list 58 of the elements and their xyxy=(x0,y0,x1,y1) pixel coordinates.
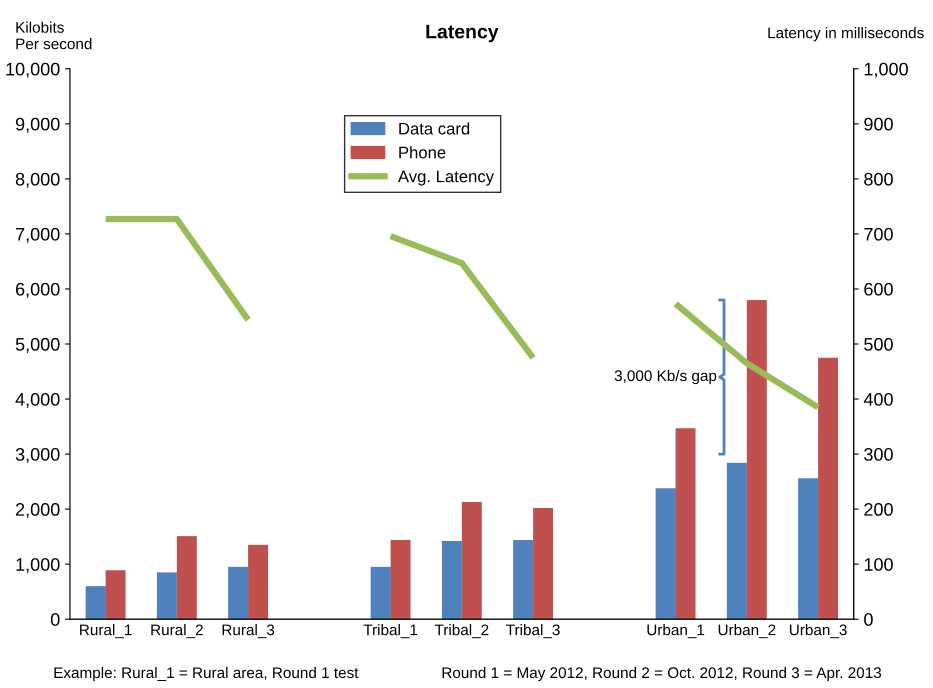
bar xyxy=(248,544,268,620)
y-tick-label: 1,000 xyxy=(16,558,60,574)
y2-tick-label: 900 xyxy=(864,118,893,131)
bar xyxy=(676,428,696,620)
bar xyxy=(513,540,534,620)
bar xyxy=(86,586,106,620)
y-tick-label: 0 xyxy=(50,613,60,626)
y2-axis-title: Latency in milliseconds xyxy=(768,27,924,42)
x-tick-label: Tribal_3 xyxy=(506,624,560,638)
bar xyxy=(442,541,462,620)
bar xyxy=(106,570,126,620)
y2-tick-label: 400 xyxy=(864,392,893,406)
y-tick-label: 4,000 xyxy=(15,392,60,408)
x-tick-label: Urban_2 xyxy=(718,624,776,638)
y2-tick-label: 100 xyxy=(864,558,893,571)
y2-tick-label: 300 xyxy=(864,448,893,461)
y2-tick-label: 200 xyxy=(864,503,893,516)
x-tick-label: Tribal_2 xyxy=(434,624,488,638)
legend-label: Avg. Latency xyxy=(398,170,494,186)
text: Round 1 = May 2012, Round 2 = Oct. 2012, Round 3 = Apr. 2013 xyxy=(442,666,882,682)
bar xyxy=(798,478,818,620)
annotation: 3,000 Kb/s gap xyxy=(614,370,716,384)
bar xyxy=(176,536,197,620)
y2-tick-label: 0 xyxy=(864,613,873,626)
y-tick-label: 10,000 xyxy=(6,62,60,78)
x-tick-label: Urban_3 xyxy=(790,624,847,638)
y2-tick-label: 700 xyxy=(864,228,893,241)
y2-tick-label: 600 xyxy=(864,282,893,296)
y2-tick-label: 800 xyxy=(864,172,893,186)
bar xyxy=(462,502,482,620)
y-tick-label: 3,000 xyxy=(16,448,60,463)
bar xyxy=(156,572,177,620)
bar xyxy=(390,540,411,620)
bar xyxy=(656,488,676,620)
bar xyxy=(370,566,391,620)
bar xyxy=(746,300,767,620)
legend-label: Phone xyxy=(399,146,446,158)
y-tick-label: 2,000 xyxy=(16,503,60,518)
x-tick-label: Rural_2 xyxy=(151,624,203,638)
bar xyxy=(726,462,747,620)
y-tick-label: 8,000 xyxy=(16,172,60,188)
y-axis-title: Kilobits Per second xyxy=(16,22,92,50)
legend-label: Data card xyxy=(399,122,470,135)
x-tick-label: Urban_1 xyxy=(647,624,704,638)
y2-tick-label: 1,000 xyxy=(864,62,908,78)
y-tick-label: 7,000 xyxy=(16,228,60,243)
bar xyxy=(533,508,554,620)
chart-title: Latency xyxy=(426,24,498,42)
y2-tick-label: 500 xyxy=(864,338,893,351)
y-tick-label: 5,000 xyxy=(16,338,60,353)
bar xyxy=(818,358,838,620)
y-tick-label: 6,000 xyxy=(16,282,60,298)
x-tick-label: Tribal_1 xyxy=(364,624,418,638)
x-tick-label: Rural_1 xyxy=(80,624,132,638)
bar xyxy=(228,566,248,620)
x-tick-label: Rural_3 xyxy=(222,624,274,638)
y-tick-label: 9,000 xyxy=(16,118,60,133)
text: Example: Rural_1 = Rural area, Round 1 test xyxy=(54,666,358,682)
